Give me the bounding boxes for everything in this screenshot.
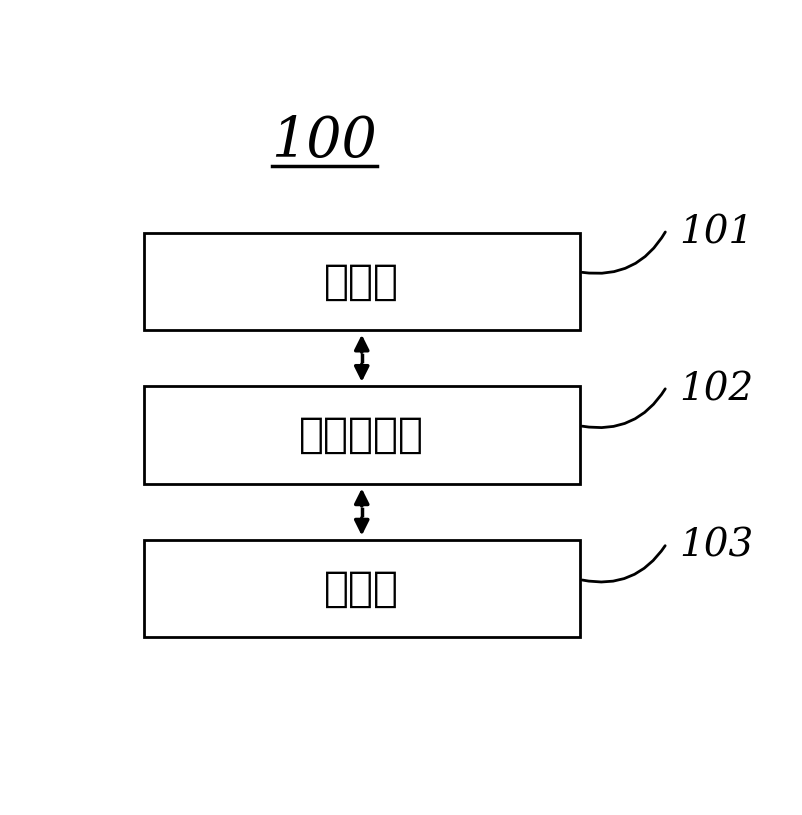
Text: 存储器: 存储器 [324,260,399,302]
Bar [144,386,579,484]
Text: 100: 100 [271,114,377,169]
Text: 101: 101 [678,214,752,251]
Text: 存储控制器: 存储控制器 [299,414,423,456]
Text: 102: 102 [678,371,752,408]
Bar [144,233,579,330]
Text: 103: 103 [678,528,752,565]
Bar [144,540,579,637]
Text: 处理器: 处理器 [324,568,399,610]
